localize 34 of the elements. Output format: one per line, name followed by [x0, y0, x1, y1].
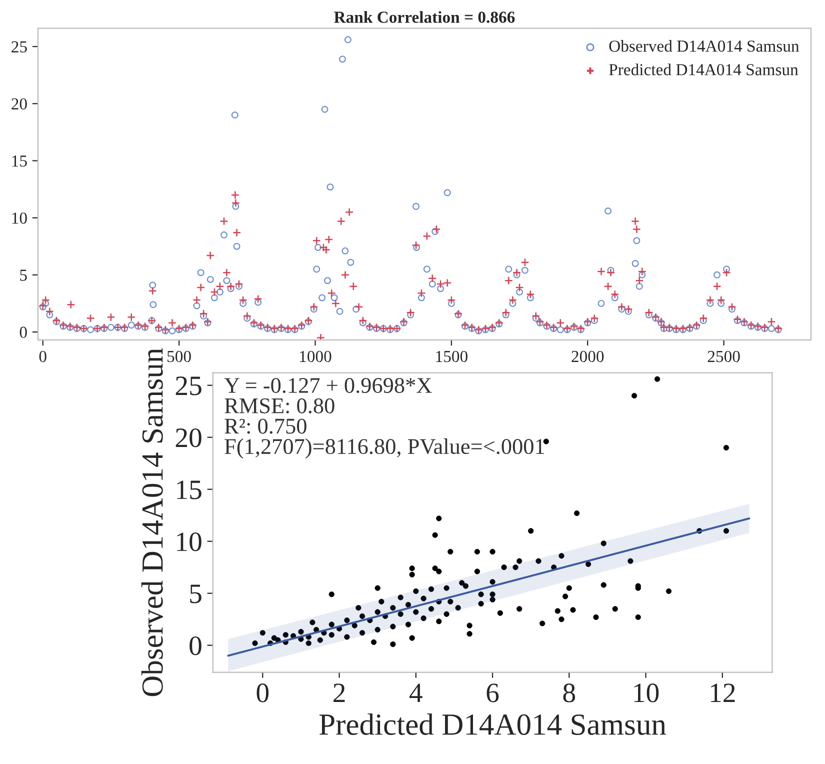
x-tick-label: 8 — [563, 684, 576, 702]
y-tick-label: 25 — [176, 376, 202, 396]
y-tick-label: 20 — [176, 428, 202, 448]
y-tick-label: 10 — [12, 212, 27, 224]
annotation: RMSE: 0.80 — [224, 398, 334, 414]
y-tick-label: 10 — [177, 532, 202, 552]
y-tick-label: 15 — [12, 155, 27, 167]
x-tick-label: 6 — [486, 684, 499, 702]
y-tick-label: 5 — [190, 584, 202, 604]
y-tick-label: 15 — [177, 480, 202, 500]
y-tick-label: 25 — [12, 41, 27, 52]
x-tick-label: 1500 — [436, 350, 468, 362]
x-tick-label: 0 — [39, 350, 46, 362]
y-tick-label: 0 — [190, 636, 202, 656]
annotation: F(1,2707)=8116.80, PValue=<.0001 — [224, 438, 544, 459]
x-tick-label: 12 — [710, 684, 735, 702]
x-tick-label: 10 — [634, 684, 659, 702]
y-axis-title: Observed D14A014 Samsun — [141, 348, 163, 696]
x-tick-label: 0 — [256, 684, 269, 702]
annotation: R²: 0.750 — [224, 418, 306, 434]
x-tick-label: 500 — [168, 350, 191, 362]
x-tick-label: 2500 — [708, 350, 740, 362]
y-tick-label: 5 — [20, 270, 27, 281]
x-tick-label: 2000 — [572, 350, 604, 362]
x-tick-label: 4 — [410, 684, 422, 702]
y-tick-label: 0 — [20, 326, 27, 338]
annotation: Y = -0.127 + 0.9698*X — [224, 378, 432, 394]
x-axis-title: Predicted D14A014 Samsun — [319, 713, 666, 735]
x-tick-label: 2 — [334, 684, 345, 702]
x-tick-label: 1000 — [300, 350, 332, 362]
legend-label: Predicted D14A014 Samsun — [609, 64, 798, 76]
legend-label: Observed D14A014 Samsun — [609, 40, 800, 52]
chart-title: Rank Correlation = 0.866 — [334, 11, 515, 23]
y-tick-label: 20 — [12, 98, 27, 110]
